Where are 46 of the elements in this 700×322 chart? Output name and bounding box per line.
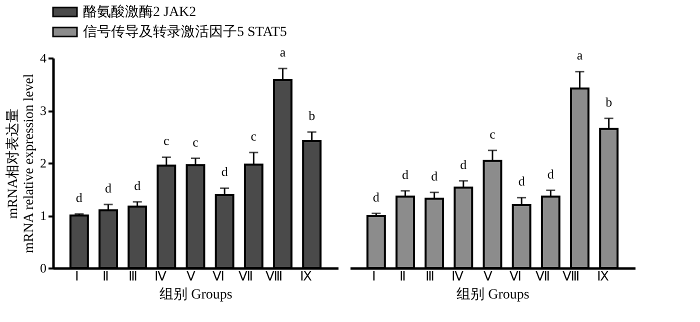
- x-tick-label: Ⅰ: [372, 268, 376, 284]
- x-tick-label: Ⅷ: [562, 268, 580, 284]
- x-tick-label: Ⅱ: [399, 268, 406, 284]
- x-axis-title: 组别 Groups: [160, 286, 232, 302]
- annotation: d: [105, 180, 112, 196]
- x-tick-label: Ⅴ: [186, 268, 196, 284]
- x-tick-label: Ⅷ: [266, 268, 283, 284]
- x-tick-label: Ⅲ: [425, 268, 434, 284]
- x-tick-label: Ⅶ: [536, 268, 551, 284]
- annotation: d: [431, 168, 438, 184]
- y-tick-label: 0: [40, 260, 46, 276]
- y-tick-label: 2: [40, 156, 46, 170]
- legend-label: 酪氨酸激酶2 JAK2: [83, 4, 196, 20]
- x-tick-label: Ⅱ: [102, 268, 108, 284]
- annotation: c: [490, 126, 496, 142]
- annotation: a: [280, 44, 286, 60]
- annotation: c: [250, 128, 257, 144]
- annotation: d: [518, 174, 526, 189]
- x-tick-label: Ⅰ: [75, 268, 80, 284]
- annotation: b: [606, 94, 612, 110]
- annotation: a: [576, 48, 583, 63]
- x-tick-label: Ⅲ: [128, 268, 138, 284]
- annotation: d: [402, 166, 410, 182]
- legend-label: 信号传导及转录激活因子5 STAT5: [83, 24, 287, 40]
- annotation: d: [460, 156, 468, 172]
- x-tick-label: Ⅸ: [596, 268, 609, 284]
- x-tick-label: Ⅳ: [154, 268, 166, 284]
- x-tick-label: Ⅳ: [451, 268, 464, 284]
- x-tick-label: Ⅴ: [484, 268, 492, 284]
- x-tick-label: Ⅸ: [300, 268, 312, 284]
- annotation: c: [192, 134, 199, 150]
- annotation: b: [308, 108, 316, 124]
- y-tick-label: 3: [40, 103, 46, 118]
- y-axis-title: mRNA相对表达量 mRNA relative expression level: [5, 74, 37, 254]
- y-tick-label: 1: [40, 208, 46, 223]
- x-axis-title: 组别 Groups: [456, 286, 530, 302]
- annotation: d: [221, 164, 228, 180]
- x-tick-label: Ⅵ: [510, 268, 522, 284]
- annotation: d: [372, 189, 380, 204]
- annotation: d: [547, 166, 554, 182]
- x-tick-label: Ⅶ: [238, 268, 254, 284]
- annotation: d: [134, 178, 142, 193]
- annotation: d: [76, 190, 83, 205]
- annotation: c: [164, 133, 170, 148]
- y-tick-label: 4: [40, 50, 47, 66]
- x-tick-label: Ⅵ: [212, 268, 225, 284]
